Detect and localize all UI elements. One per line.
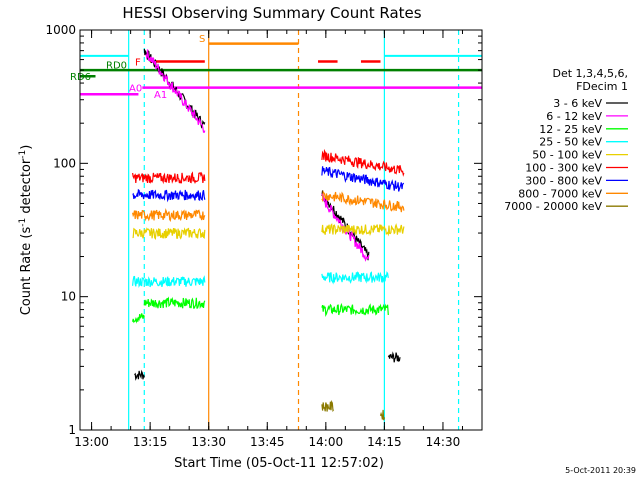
series-line-5-1 [321, 148, 405, 177]
x-tick-label-6: 14:30 [426, 435, 461, 449]
series-line-3-1 [321, 271, 389, 285]
x-tick-label-0: 13:00 [74, 435, 109, 449]
x-tick-label-1: 13:15 [133, 435, 168, 449]
flag-label-4: A0 [129, 84, 142, 95]
x-axis-label: Start Time (05-Oct-11 12:57:02) [174, 456, 384, 471]
flag-label-3: S [199, 34, 205, 45]
y-tick-label-1: 10 [61, 290, 76, 304]
timestamp: 5-Oct-2011 20:39 [565, 466, 636, 475]
series-line-2-0 [132, 313, 145, 324]
x-tick-label-4: 14:00 [309, 435, 344, 449]
legend-label-4: 50 - 100 keV [532, 149, 602, 162]
plot-frame [79, 29, 483, 431]
chart-title: HESSI Observing Summary Count Rates [122, 4, 421, 22]
legend-header-decimation: FDecim 1 [576, 80, 628, 93]
flag-label-1: RD0 [106, 61, 127, 72]
flag-label-2: F [135, 58, 141, 69]
legend-label-1: 6 - 12 keV [546, 110, 602, 123]
y-tick-label-2: 100 [53, 156, 76, 170]
series-line-5-0 [132, 171, 206, 185]
x-tick-label-5: 14:15 [367, 435, 402, 449]
series-line-8-0 [321, 399, 335, 413]
y-tick-label-0: 1 [68, 423, 76, 437]
legend-label-0: 3 - 6 keV [553, 97, 602, 110]
series-line-4-0 [132, 227, 206, 240]
legend-label-3: 25 - 50 keV [539, 136, 602, 149]
plot-area: RD6 RD0 F S A0 A1 [70, 30, 482, 430]
y-axis-label: Count Rate (s-1 detector-1) [18, 145, 34, 316]
legend-label-2: 12 - 25 keV [539, 123, 602, 136]
flag-label-5: A1 [154, 90, 167, 101]
series-line-6-1 [321, 166, 404, 192]
legend-label-8: 7000 - 20000 keV [504, 200, 602, 213]
series-line-0-0 [134, 369, 145, 381]
x-tick-label-2: 13:30 [191, 435, 226, 449]
x-axis-ticks: 13:00 13:15 13:30 13:45 14:00 14:15 14:30 [74, 30, 483, 449]
series-line-4-1 [321, 223, 405, 237]
series-line-2-1 [143, 296, 206, 310]
series-line-1-1 [321, 193, 370, 262]
series-line-6-0 [132, 188, 206, 203]
x-tick-label-3: 13:45 [250, 435, 285, 449]
y-axis-ticks: 1 10 100 1000 [45, 23, 482, 437]
series-line-8-1 [379, 409, 385, 421]
y-tick-label-3: 1000 [45, 23, 76, 37]
series-line-2-2 [321, 302, 389, 317]
legend-label-6: 300 - 800 keV [525, 174, 602, 187]
series-line-1-0 [145, 49, 206, 134]
flag-label-0: RD6 [70, 72, 91, 83]
series-line-3-0 [132, 275, 206, 288]
series-line-7-1 [321, 190, 405, 213]
legend-header-detectors: Det 1,3,4,5,6, [552, 67, 628, 80]
legend-label-7: 800 - 7000 keV [518, 187, 602, 200]
series-line-7-0 [132, 207, 206, 222]
legend-label-5: 100 - 300 keV [525, 162, 602, 175]
series-line-0-3 [387, 351, 401, 363]
